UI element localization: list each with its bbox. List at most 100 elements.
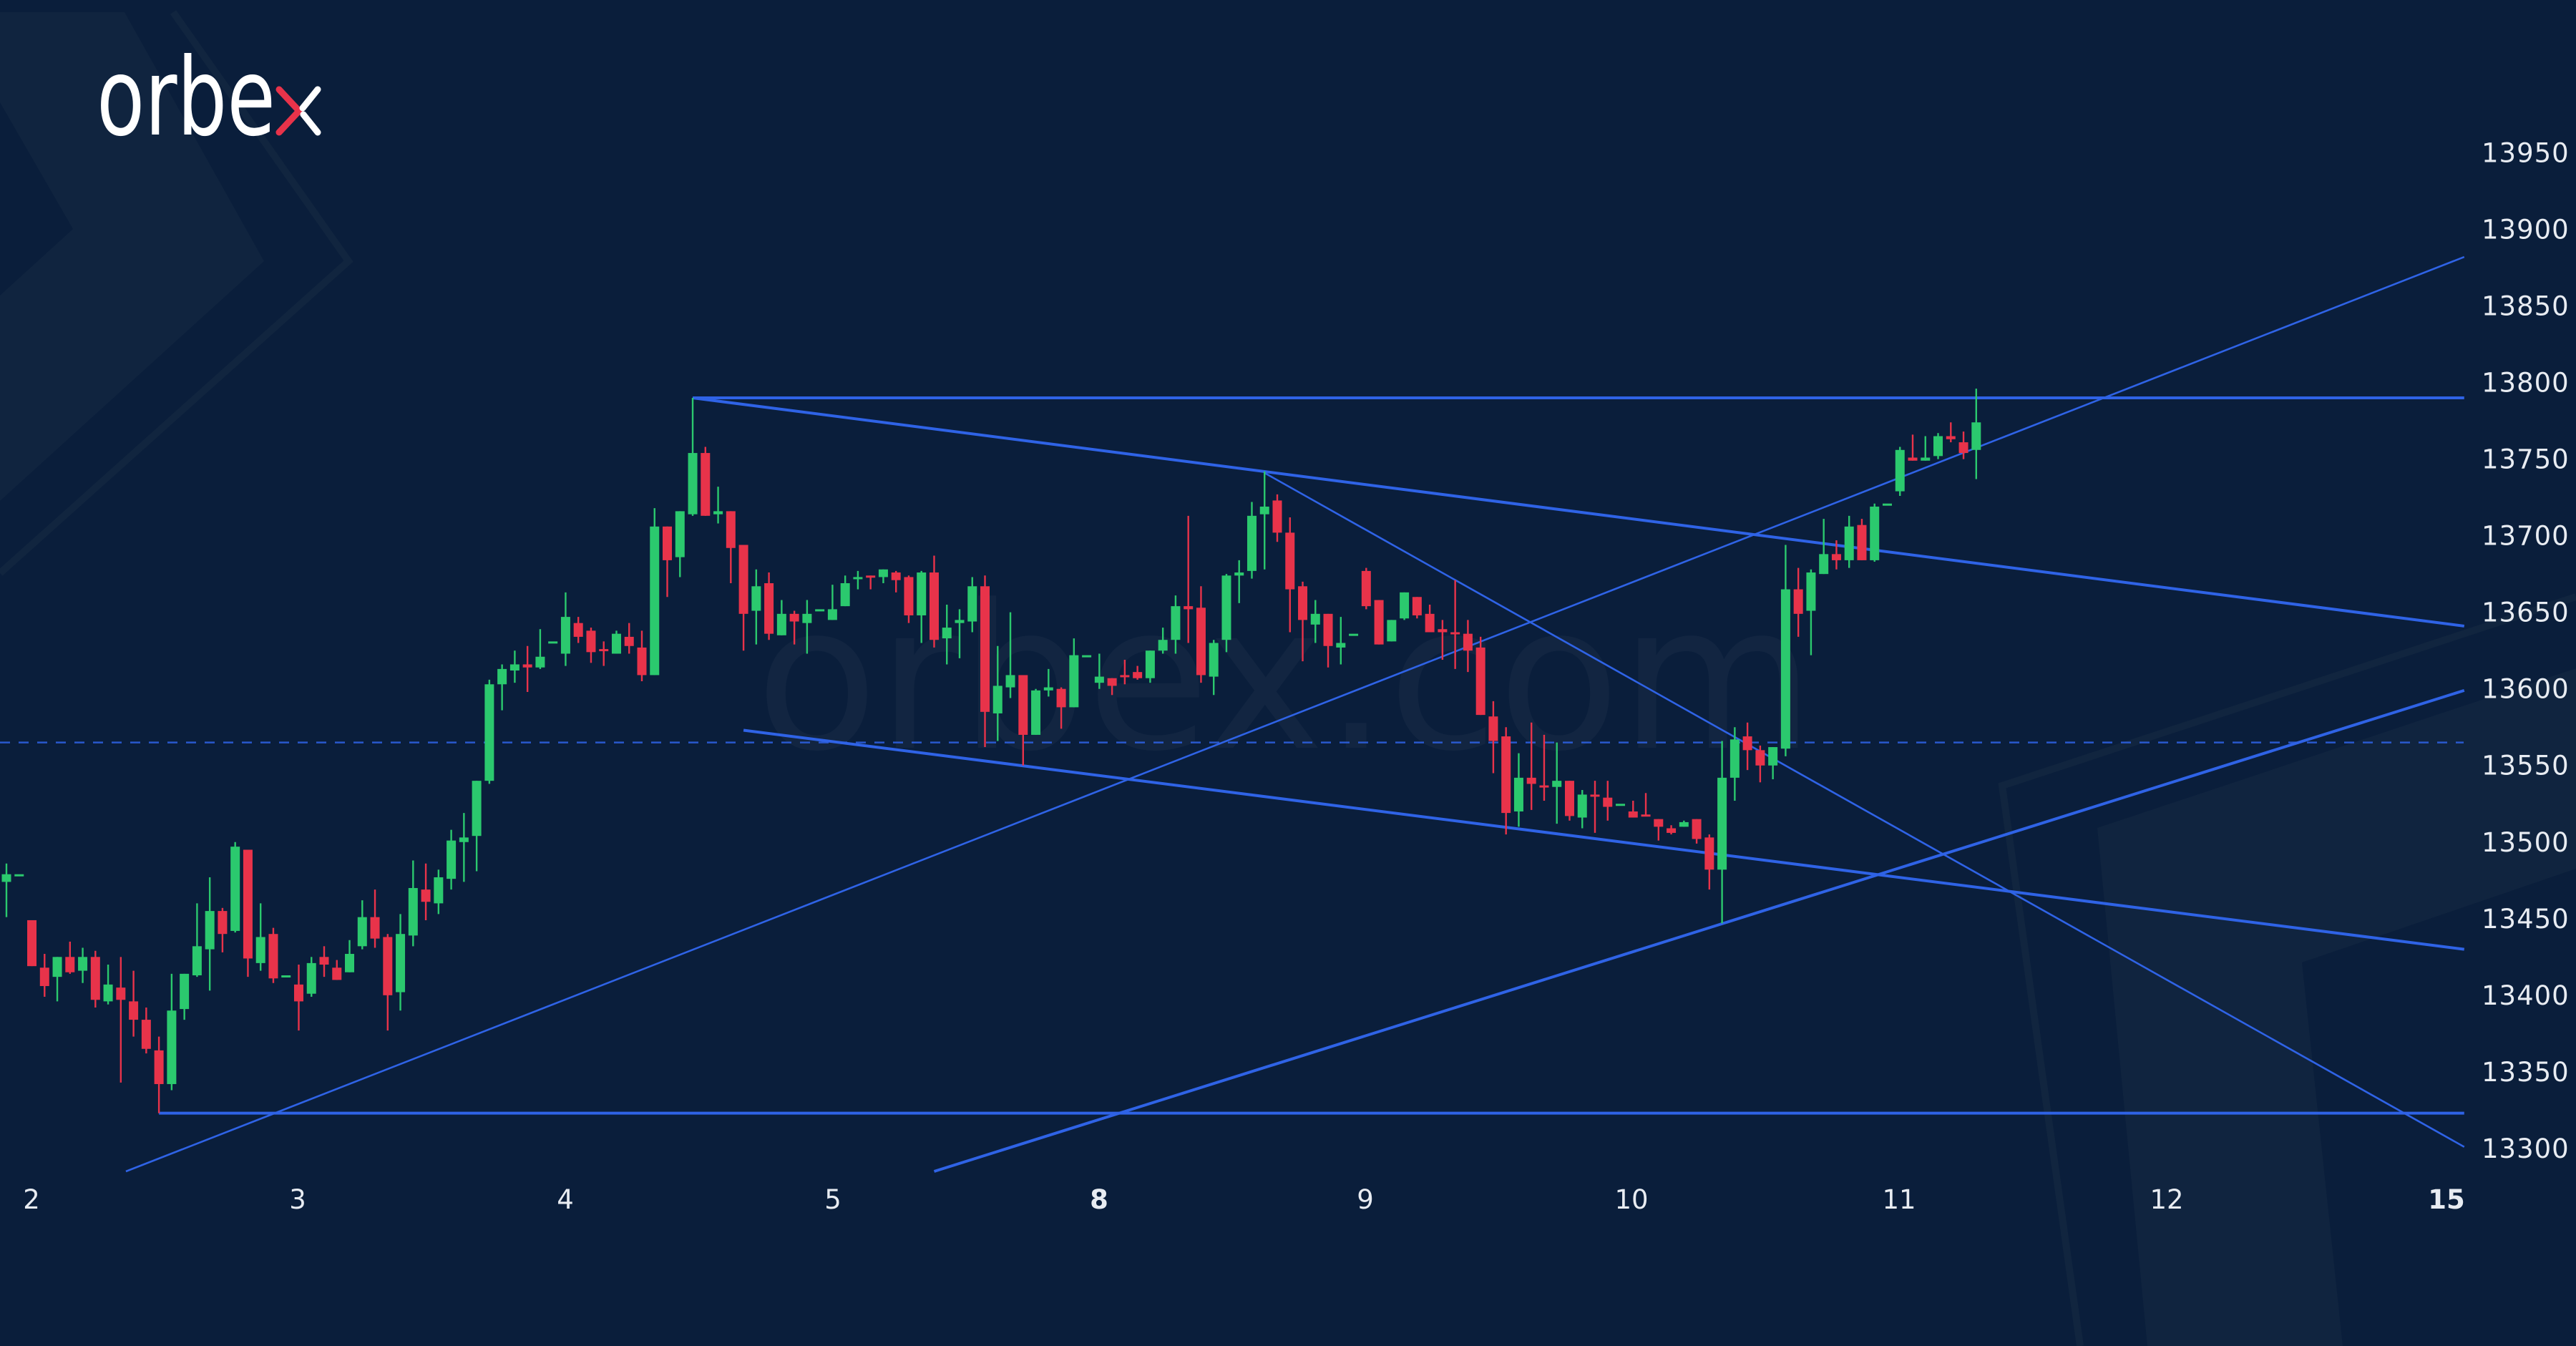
candle [1921,436,1931,461]
candle [1043,668,1053,697]
logo-x-chevron-red [275,86,304,136]
candle [611,630,621,654]
orbex-logo: orbe [97,36,321,160]
candle [1259,471,1269,570]
candle-body [1196,608,1206,676]
candle [992,645,1002,741]
candle [917,570,927,643]
candle-body [764,583,774,634]
candle-body [1895,449,1905,492]
candle [1857,519,1867,560]
candle-body [789,613,799,622]
candle-body [1272,500,1282,533]
candle-body [345,954,355,972]
candle [408,860,418,947]
candle-body [1667,828,1677,833]
candle [1819,519,1829,575]
decor-chevron-outline [0,10,353,576]
candle [573,617,583,643]
candle-body [1450,632,1460,635]
candle-body [1145,650,1155,678]
candle-body [1158,640,1168,651]
candle [205,877,215,991]
candle [1831,540,1841,570]
candle [637,630,647,682]
decor-bottom-fill [2097,668,2576,1346]
candle [1933,433,1943,459]
candle [281,975,291,978]
candle [866,575,876,590]
candle [1425,604,1435,633]
date-tick-label: 8 [1090,1184,1108,1215]
candle [713,487,723,524]
candle [1349,633,1359,636]
candle-body [967,586,977,622]
candle-body [1793,589,1803,614]
candle-body [319,957,329,965]
candle [1069,638,1079,708]
candle [1310,600,1320,643]
candle [1005,612,1015,698]
candle-body [1590,794,1600,797]
candle [1374,600,1384,645]
candle [980,575,990,748]
candle-body [78,957,88,971]
candle-body [1209,643,1219,677]
candle [1234,560,1244,603]
candle [497,664,507,711]
candle [1882,503,1892,506]
candle-body [180,973,190,1010]
candle [14,874,24,877]
candle [484,679,494,784]
candle-body [650,526,660,676]
candle-body [1387,620,1397,642]
candle [293,965,303,1031]
date-tick-label: 15 [2428,1184,2465,1215]
candle [1971,389,1981,479]
candle [472,781,482,872]
candle-body [751,586,761,611]
candle [1400,592,1410,620]
price-tick-label: 13350 [2482,1057,2570,1088]
candle-body [27,920,37,967]
candles-layer [1,389,1981,1113]
candle-body [1069,655,1079,708]
candle [243,849,253,977]
candle [1501,727,1511,835]
candle [891,570,901,592]
candle-body [548,641,558,644]
candle [599,641,609,666]
logo-wordmark: orbe [97,36,275,160]
candle-body [230,847,240,931]
candle-body [1425,613,1435,633]
candle [1438,620,1448,660]
candle [319,946,329,977]
candle [1526,722,1536,810]
candle [167,973,177,1091]
decor-chevron-inner [0,102,73,296]
candle [751,569,761,645]
price-tick-label: 13550 [2482,751,2570,781]
candle [27,920,37,967]
candle-body [396,934,406,993]
candle-body [484,684,494,781]
candle-body [1704,837,1714,870]
candle-body [611,633,621,654]
candle-body [1552,781,1562,787]
candle-body [421,889,431,902]
candle [1704,834,1714,890]
candle [1870,503,1880,562]
candle-body [917,572,927,615]
candle-body [1742,736,1752,751]
candle [1513,753,1523,827]
decor-chevron-fill [0,12,264,501]
candle [1679,820,1689,827]
candle-body [1946,436,1956,439]
candle-body [942,628,952,639]
candle-body [802,613,812,623]
candle [332,960,342,980]
candle-body [1323,613,1333,646]
candle-body [1336,643,1346,648]
candle-body [1908,457,1918,461]
candle [840,575,850,607]
